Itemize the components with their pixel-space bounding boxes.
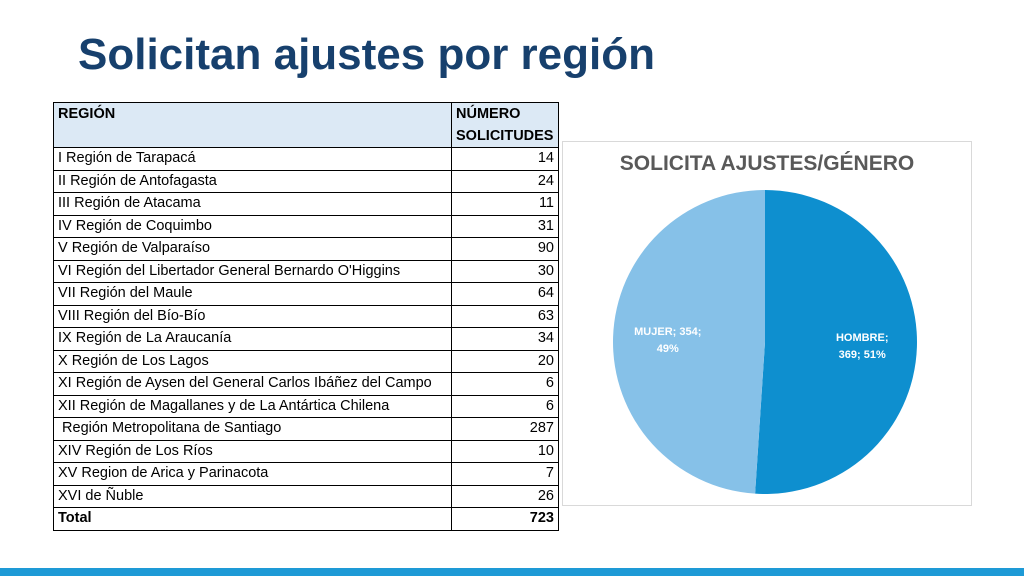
table-row: XV Region de Arica y Parinacota 7: [53, 462, 559, 486]
pie-slice-mujer: [612, 190, 765, 494]
table-row: VI Región del Libertador General Bernard…: [53, 259, 559, 283]
table-row: XVI de Ñuble 26: [53, 484, 559, 508]
slide-title: Solicitan ajustes por región: [78, 30, 656, 79]
request-count-cell: 26: [451, 484, 559, 508]
request-count-cell: 6: [451, 394, 559, 418]
table-row: XII Región de Magallanes y de La Antárti…: [53, 394, 559, 418]
table-row: XI Región de Aysen del General Carlos Ib…: [53, 372, 559, 396]
gender-pie-chart: SOLICITA AJUSTES/GÉNERO HOMBRE; 369; 51% M…: [562, 141, 972, 506]
region-table: REGIÓN NÚMERO SOLICITUDES I Región de Ta…: [53, 102, 559, 531]
table-row: VII Región del Maule 64: [53, 282, 559, 306]
region-name-cell: XIV Región de Los Ríos: [53, 439, 452, 463]
pie-label-line-1: MUJER; 354;: [634, 326, 701, 338]
total-row: Total 723: [53, 507, 559, 531]
table-row: V Región de Valparaíso 90: [53, 237, 559, 261]
request-count-cell: 11: [451, 192, 559, 216]
region-name-cell: XVI de Ñuble: [53, 484, 452, 508]
request-count-cell: 10: [451, 439, 559, 463]
pie-label-line-2: 49%: [657, 343, 679, 355]
table-body: I Región de Tarapacá 14 II Región de Antof…: [53, 147, 559, 531]
request-count-cell: 90: [451, 237, 559, 261]
pie-label-line-1: HOMBRE;: [836, 332, 889, 344]
request-count-cell: 7: [451, 462, 559, 486]
region-name-cell: VIII Región del Bío-Bío: [53, 304, 452, 328]
header-region: REGIÓN: [53, 102, 452, 148]
pie-label-line-2: 369; 51%: [839, 349, 886, 361]
table-row: VIII Región del Bío-Bío 63: [53, 304, 559, 328]
pie-label-mujer: MUJER; 354; 49%: [634, 326, 701, 355]
request-count-cell: 64: [451, 282, 559, 306]
region-name-cell: X Región de Los Lagos: [53, 349, 452, 373]
pie-svg: HOMBRE; 369; 51% MUJER; 354; 49%: [612, 190, 917, 494]
region-name-cell: V Región de Valparaíso: [53, 237, 452, 261]
pie-label-hombre: HOMBRE; 369; 51%: [836, 332, 889, 361]
request-count-cell: 63: [451, 304, 559, 328]
request-count-cell: 34: [451, 327, 559, 351]
request-count-cell: 287: [451, 417, 559, 441]
request-count-cell: 30: [451, 259, 559, 283]
region-name-cell: VI Región del Libertador General Bernard…: [53, 259, 452, 283]
region-name-cell: II Región de Antofagasta: [53, 169, 452, 193]
region-name-cell: IV Región de Coquimbo: [53, 214, 452, 238]
pie-slice-hombre: [755, 190, 917, 494]
table-row: X Región de Los Lagos 20: [53, 349, 559, 373]
header-number: NÚMERO SOLICITUDES: [451, 102, 559, 148]
table-row: IX Región de La Araucanía 34: [53, 327, 559, 351]
table-row: Región Metropolitana de Santiago 287: [53, 417, 559, 441]
table-row: II Región de Antofagasta 24: [53, 169, 559, 193]
region-name-cell: Región Metropolitana de Santiago: [53, 417, 452, 441]
table-header-row: REGIÓN NÚMERO SOLICITUDES: [53, 102, 559, 148]
region-name-cell: I Región de Tarapacá: [53, 147, 452, 171]
region-name-cell: XII Región de Magallanes y de La Antárti…: [53, 394, 452, 418]
region-name-cell: VII Región del Maule: [53, 282, 452, 306]
table-row: XIV Región de Los Ríos 10: [53, 439, 559, 463]
total-label-cell: Total: [53, 507, 452, 531]
request-count-cell: 14: [451, 147, 559, 171]
request-count-cell: 31: [451, 214, 559, 238]
table-row: IV Región de Coquimbo 31: [53, 214, 559, 238]
total-value-cell: 723: [451, 507, 559, 531]
request-count-cell: 24: [451, 169, 559, 193]
request-count-cell: 20: [451, 349, 559, 373]
chart-title: SOLICITA AJUSTES/GÉNERO: [619, 152, 915, 175]
region-name-cell: IX Región de La Araucanía: [53, 327, 452, 351]
table-row: III Región de Atacama 11: [53, 192, 559, 216]
bottom-accent-bar: [0, 568, 1024, 576]
table-row: I Región de Tarapacá 14: [53, 147, 559, 171]
region-name-cell: XI Región de Aysen del General Carlos Ib…: [53, 372, 452, 396]
region-name-cell: XV Region de Arica y Parinacota: [53, 462, 452, 486]
region-name-cell: III Región de Atacama: [53, 192, 452, 216]
request-count-cell: 6: [451, 372, 559, 396]
